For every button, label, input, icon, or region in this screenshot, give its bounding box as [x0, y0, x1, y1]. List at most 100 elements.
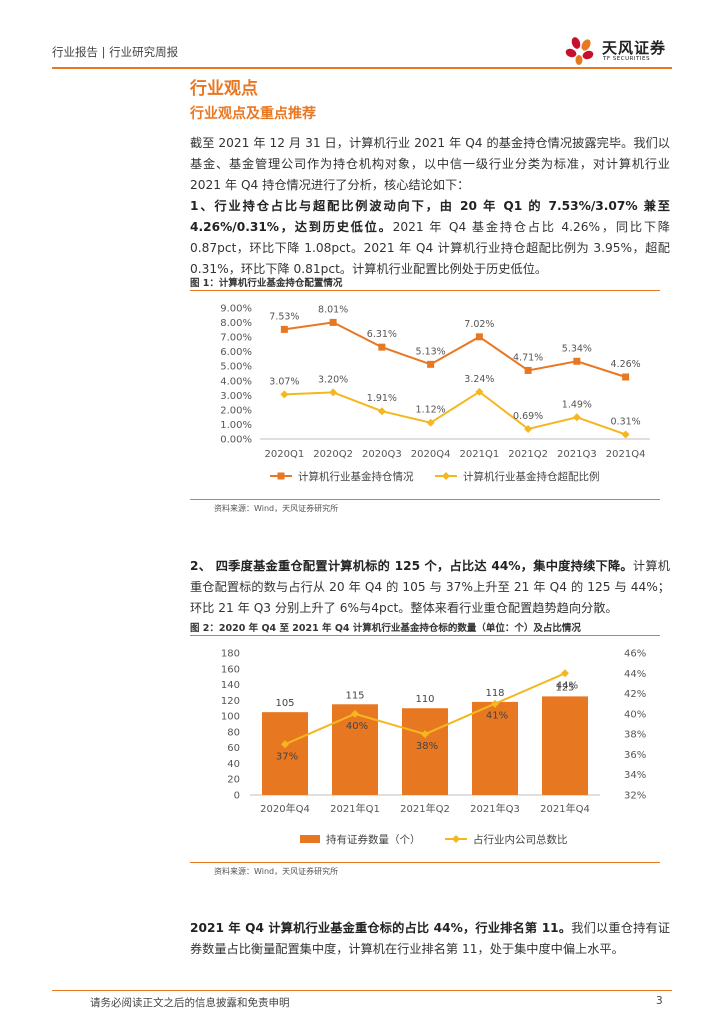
page-header: 行业报告 | 行业研究周报 天风证券 TF SECURITIES — [52, 36, 672, 66]
point-2-body: 计算机重仓配置标的数与占行从 20 年 Q4 的 105 与 37%上升至 21… — [190, 559, 670, 615]
y-tick-label: 8.00% — [220, 318, 252, 329]
x-tick-label: 2021年Q4 — [540, 802, 590, 815]
data-label: 1.49% — [562, 399, 592, 410]
x-tick-label: 2021年Q2 — [400, 802, 450, 815]
page-number: 3 — [656, 995, 663, 1007]
legend-marker — [442, 472, 450, 480]
legend-swatch-bar — [300, 835, 320, 843]
data-point — [524, 366, 532, 374]
y-tick-label: 5.00% — [220, 362, 252, 373]
legend-label: 持有证券数量（个） — [326, 833, 421, 846]
breadcrumb: 行业报告 | 行业研究周报 — [52, 45, 179, 59]
x-tick-label: 2021Q2 — [508, 449, 548, 460]
bar-value-label: 125 — [555, 682, 574, 693]
point-3-heading: 2021 年 Q4 计算机行业基金重仓标的占比 44%，行业排名第 11。 — [190, 921, 572, 935]
intro-paragraph: 截至 2021 年 12 月 31 日，计算机行业 2021 年 Q4 的基金持… — [190, 136, 670, 192]
y-tick-label: 0 — [234, 791, 240, 802]
data-label: 3.07% — [269, 376, 299, 387]
y-tick-label: 4.00% — [220, 376, 252, 387]
section-title: 行业观点 — [190, 79, 258, 99]
figure-1-top-rule — [190, 290, 660, 291]
data-label: 3.24% — [464, 374, 494, 385]
flower-logo-icon — [565, 37, 594, 65]
point-1-paragraph: 1、行业持仓占比与超配比例波动向下，由 20 年 Q1 的 7.53%/3.07… — [190, 196, 670, 280]
data-label: 4.26% — [611, 359, 641, 370]
data-point — [622, 373, 630, 381]
data-label: 5.13% — [416, 346, 446, 357]
legend-marker — [277, 472, 285, 480]
figure-2-top-rule — [190, 635, 660, 636]
figure-2-chart: 180 160 140 120 100 80 60 40 20 0 46% 44% 42% 40% 38% 3… — [190, 637, 660, 864]
y2-tick-label: 46% — [624, 649, 646, 660]
y-tick-label: 40 — [227, 759, 240, 770]
y-tick-label: 9.00% — [220, 304, 252, 315]
x-tick-label: 2021Q3 — [557, 449, 597, 460]
footer-divider — [52, 990, 672, 991]
y2-tick-label: 34% — [624, 770, 646, 781]
y2-tick-label: 38% — [624, 730, 646, 741]
data-point — [561, 669, 569, 678]
y-tick-label: 80 — [227, 727, 240, 738]
data-label: 1.12% — [416, 405, 446, 416]
data-label: 38% — [416, 741, 438, 752]
bar-line-chart: 180 160 140 120 100 80 60 40 20 0 46% 44% 42% 40% 38% 3… — [221, 649, 646, 847]
data-point — [621, 430, 630, 439]
bar — [262, 712, 308, 795]
y-tick-label: 160 — [221, 664, 240, 675]
data-point — [426, 418, 435, 427]
x-tick-label: 2021年Q3 — [470, 802, 520, 815]
y-tick-label: 2.00% — [220, 405, 252, 416]
x-tick-label: 2021Q1 — [460, 449, 500, 460]
data-label: 5.34% — [562, 343, 592, 354]
data-point — [329, 318, 337, 326]
x-tick-label: 2021年Q1 — [330, 802, 380, 815]
bar — [332, 704, 378, 795]
series-line — [284, 390, 626, 436]
x-tick-label: 2020Q1 — [265, 449, 305, 460]
point-1-heading: 1、行业持仓占比与超配比例波动向下，由 20 年 Q1 的 7.53%/3.07… — [190, 199, 670, 234]
data-point — [280, 390, 289, 399]
y-tick-label: 120 — [221, 696, 240, 707]
y-tick-label: 60 — [227, 743, 240, 754]
bar-value-label: 110 — [415, 694, 434, 705]
brand-subtitle: TF SECURITIES — [603, 56, 650, 62]
data-point — [491, 699, 499, 708]
legend-marker — [452, 835, 460, 843]
brand-name: 天风证券 — [602, 39, 667, 57]
data-label: 4.71% — [513, 352, 543, 363]
data-point — [378, 343, 386, 351]
x-tick-label: 2020Q3 — [362, 449, 402, 460]
data-label: 7.02% — [464, 319, 494, 330]
y-tick-label: 6.00% — [220, 347, 252, 358]
y-tick-label: 180 — [221, 649, 240, 660]
y2-tick-label: 44% — [624, 669, 646, 680]
point-2-paragraph: 2、 四季度基金重仓配置计算机标的 125 个，占比达 44%，集中度持续下降。… — [190, 556, 670, 619]
figure-1-bottom-rule — [190, 499, 660, 500]
y-tick-label: 0.00% — [220, 435, 252, 446]
figure-1-source: 资料来源：Wind，天风证券研究所 — [214, 504, 339, 513]
y2-tick-label: 32% — [624, 791, 646, 802]
footer-disclaimer: 请务必阅读正文之后的信息披露和免责申明 — [90, 997, 290, 1009]
legend-label: 计算机行业基金持仓超配比例 — [463, 470, 600, 483]
data-point — [573, 357, 581, 365]
bar — [402, 708, 448, 795]
y-tick-label: 20 — [227, 775, 240, 786]
data-point — [377, 407, 386, 416]
bar-value-label: 105 — [275, 698, 294, 709]
data-point — [475, 387, 484, 396]
figure-1-chart: 9.00% 8.00% 7.00% 6.00% 5.00% 4.00% 3.00% 2.00%… — [190, 292, 660, 501]
data-label: 3.20% — [318, 374, 348, 385]
data-point — [572, 413, 581, 422]
figure-1-title: 图 1：计算机行业基金持仓配置情况 — [190, 278, 343, 289]
data-label: 40% — [346, 721, 368, 732]
data-point — [524, 424, 533, 433]
y-tick-label: 1.00% — [220, 420, 252, 431]
figure-2-source: 资料来源：Wind，天风证券研究所 — [214, 867, 339, 876]
subsection-title: 行业观点及重点推荐 — [190, 106, 316, 122]
data-label: 41% — [486, 711, 508, 722]
data-label: 6.31% — [367, 329, 397, 340]
data-point — [427, 360, 435, 368]
legend-label: 计算机行业基金持仓情况 — [298, 470, 414, 483]
data-point — [351, 709, 359, 718]
data-point — [475, 333, 483, 341]
